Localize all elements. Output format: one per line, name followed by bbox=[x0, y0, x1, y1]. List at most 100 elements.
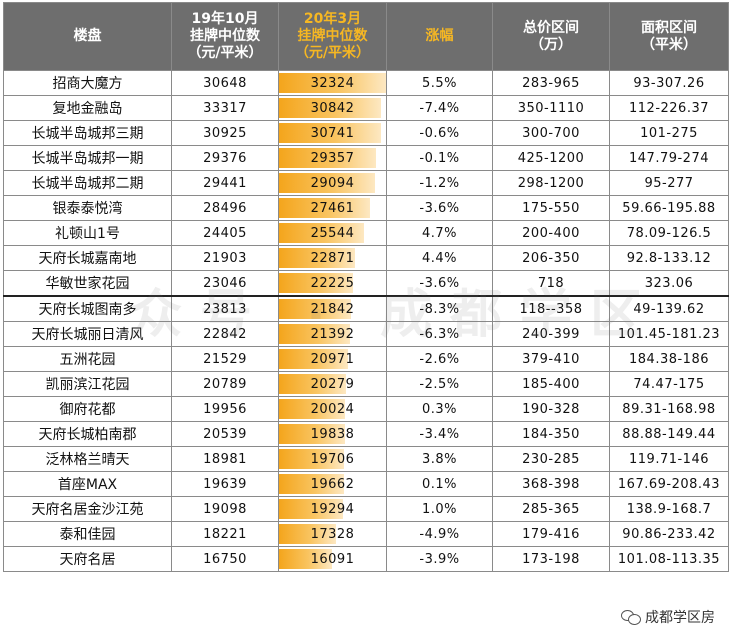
cell-mar20: 19838 bbox=[278, 421, 387, 447]
table-row: 御府花都 19956 20024 0.3% 190-328 89.31-168.98 bbox=[3, 396, 729, 422]
table-body: 招商大魔方 30648 32324 5.5% 283-965 93-307.26 复地金融岛… bbox=[3, 70, 729, 572]
data-bar bbox=[279, 424, 345, 444]
header-name: 楼盘 bbox=[3, 2, 172, 71]
cell-total: 283-965 bbox=[492, 70, 610, 96]
cell-area: 147.79-274 bbox=[609, 145, 729, 171]
cell-name: 天府长城图南多 bbox=[3, 295, 172, 322]
cell-name: 泛林格兰晴天 bbox=[3, 446, 172, 472]
cell-mar20-value: 22871 bbox=[310, 250, 355, 266]
cell-change: 4.4% bbox=[386, 245, 493, 271]
cell-change: 1.0% bbox=[386, 496, 493, 522]
cell-area: 101.08-113.35 bbox=[609, 546, 729, 572]
cell-area: 92.8-133.12 bbox=[609, 245, 729, 271]
cell-total: 179-416 bbox=[492, 521, 610, 547]
cell-mar20: 30741 bbox=[278, 120, 387, 146]
cell-mar20-value: 19662 bbox=[310, 476, 355, 492]
data-bar bbox=[279, 273, 353, 293]
cell-total: 350-1110 bbox=[492, 95, 610, 121]
data-bar bbox=[279, 223, 364, 243]
cell-change: -0.6% bbox=[386, 120, 493, 146]
cell-oct19: 23813 bbox=[171, 295, 279, 322]
cell-oct19: 20789 bbox=[171, 371, 279, 397]
cell-change: -3.4% bbox=[386, 421, 493, 447]
cell-mar20: 20971 bbox=[278, 346, 387, 372]
header-area: 面积区间 （平米） bbox=[609, 2, 729, 71]
cell-name: 礼顿山1号 bbox=[3, 220, 172, 246]
cell-name: 长城半岛城邦三期 bbox=[3, 120, 172, 146]
cell-area: 95-277 bbox=[609, 170, 729, 196]
table-row: 长城半岛城邦三期 30925 30741 -0.6% 300-700 101-275 bbox=[3, 120, 729, 146]
cell-name: 五洲花园 bbox=[3, 346, 172, 372]
cell-total: 300-700 bbox=[492, 120, 610, 146]
cell-area: 167.69-208.43 bbox=[609, 471, 729, 497]
cell-total: 718 bbox=[492, 270, 610, 297]
cell-mar20-value: 19706 bbox=[310, 451, 355, 467]
header-total: 总价区间 （万） bbox=[492, 2, 610, 71]
cell-name: 天府长城柏南郡 bbox=[3, 421, 172, 447]
cell-oct19: 19639 bbox=[171, 471, 279, 497]
data-bar bbox=[279, 173, 376, 193]
cell-name: 天府名居 bbox=[3, 546, 172, 572]
data-bar bbox=[279, 524, 337, 544]
cell-area: 88.88-149.44 bbox=[609, 421, 729, 447]
cell-area: 138.9-168.7 bbox=[609, 496, 729, 522]
cell-oct19: 21903 bbox=[171, 245, 279, 271]
cell-area: 119.71-146 bbox=[609, 446, 729, 472]
cell-area: 78.09-126.5 bbox=[609, 220, 729, 246]
data-bar bbox=[279, 148, 377, 168]
cell-total: 175-550 bbox=[492, 195, 610, 221]
cell-oct19: 18981 bbox=[171, 446, 279, 472]
table-row: 首座MAX 19639 19662 0.1% 368-398 167.69-208.43 bbox=[3, 471, 729, 497]
cell-mar20: 29357 bbox=[278, 145, 387, 171]
cell-name: 御府花都 bbox=[3, 396, 172, 422]
cell-mar20: 19662 bbox=[278, 471, 387, 497]
cell-total: 200-400 bbox=[492, 220, 610, 246]
header-row: 楼盘 19年10月 挂牌中位数 （元/平米） 20年3月 挂牌中位数 （元/平米… bbox=[3, 2, 729, 71]
header-mar20: 20年3月 挂牌中位数 （元/平米） bbox=[278, 2, 387, 71]
cell-area: 323.06 bbox=[609, 270, 729, 297]
table-row: 长城半岛城邦一期 29376 29357 -0.1% 425-1200 147.79-27… bbox=[3, 145, 729, 171]
cell-change: 0.3% bbox=[386, 396, 493, 422]
cell-name: 银泰泰悦湾 bbox=[3, 195, 172, 221]
cell-mar20: 16091 bbox=[278, 546, 387, 572]
cell-total: 230-285 bbox=[492, 446, 610, 472]
data-bar bbox=[279, 499, 343, 519]
cell-name: 泰和佳园 bbox=[3, 521, 172, 547]
cell-mar20-value: 30741 bbox=[310, 125, 355, 141]
data-bar bbox=[279, 349, 349, 369]
cell-mar20-value: 20279 bbox=[310, 376, 355, 392]
cell-mar20-value: 27461 bbox=[310, 200, 355, 216]
cell-oct19: 21529 bbox=[171, 346, 279, 372]
cell-mar20-value: 21842 bbox=[310, 301, 355, 317]
cell-oct19: 20539 bbox=[171, 421, 279, 447]
cell-oct19: 29376 bbox=[171, 145, 279, 171]
cell-mar20: 22225 bbox=[278, 270, 387, 297]
cell-mar20: 19294 bbox=[278, 496, 387, 522]
cell-mar20-value: 19838 bbox=[310, 426, 355, 442]
wechat-icon bbox=[621, 609, 641, 625]
cell-mar20-value: 30842 bbox=[310, 100, 355, 116]
price-table: 楼盘 19年10月 挂牌中位数 （元/平米） 20年3月 挂牌中位数 （元/平米… bbox=[3, 2, 729, 572]
cell-name: 天府名居金沙江苑 bbox=[3, 496, 172, 522]
cell-change: 3.8% bbox=[386, 446, 493, 472]
table-row: 凯丽滨江花园 20789 20279 -2.5% 185-400 74.47-175 bbox=[3, 371, 729, 397]
cell-mar20: 20024 bbox=[278, 396, 387, 422]
cell-name: 天府长城嘉南地 bbox=[3, 245, 172, 271]
cell-mar20: 17328 bbox=[278, 521, 387, 547]
cell-total: 118--358 bbox=[492, 295, 610, 322]
data-bar bbox=[279, 474, 345, 494]
cell-mar20-value: 29357 bbox=[310, 150, 355, 166]
table-row: 复地金融岛 33317 30842 -7.4% 350-1110 112-226.37 bbox=[3, 95, 729, 121]
cell-oct19: 30648 bbox=[171, 70, 279, 96]
table-row: 华敏世家花园 23046 22225 -3.6% 718 323.06 bbox=[3, 270, 729, 297]
cell-area: 74.47-175 bbox=[609, 371, 729, 397]
cell-total: 184-350 bbox=[492, 421, 610, 447]
table-row: 天府长城丽日清风 22842 21392 -6.3% 240-399 101.45-181… bbox=[3, 321, 729, 347]
cell-area: 59.66-195.88 bbox=[609, 195, 729, 221]
table-row: 天府名居金沙江苑 19098 19294 1.0% 285-365 138.9-168.7 bbox=[3, 496, 729, 522]
data-bar bbox=[279, 324, 350, 344]
cell-total: 190-328 bbox=[492, 396, 610, 422]
cell-name: 招商大魔方 bbox=[3, 70, 172, 96]
header-change: 涨幅 bbox=[386, 2, 493, 71]
cell-change: -8.3% bbox=[386, 295, 493, 322]
